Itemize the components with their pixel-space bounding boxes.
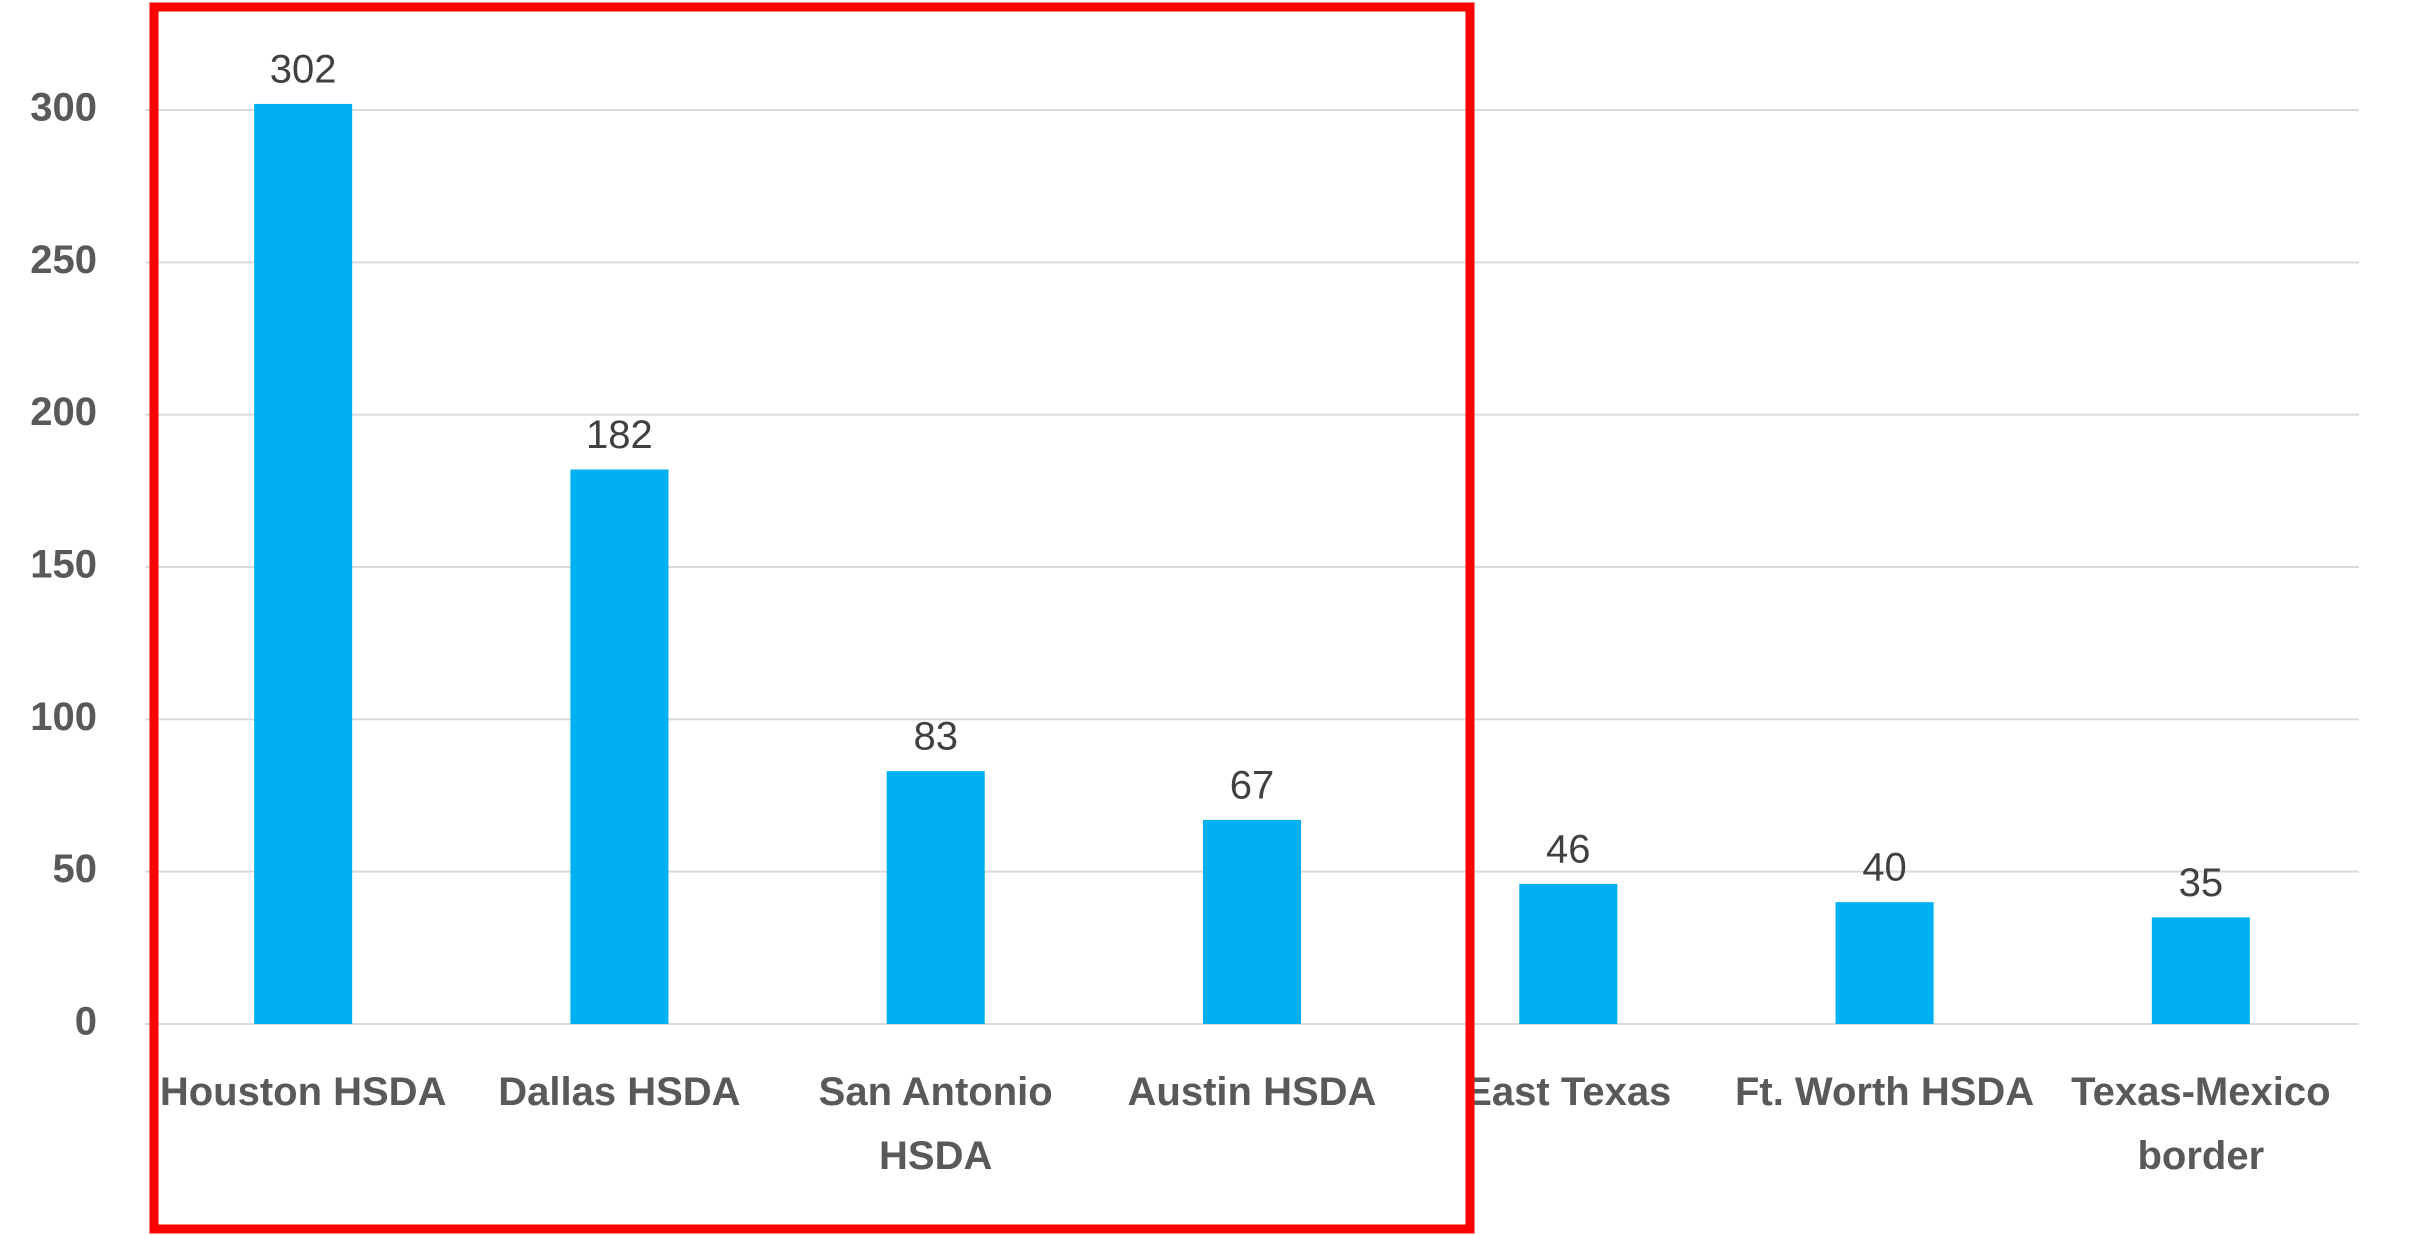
x-tick-label: Ft. Worth HSDA (1734, 1070, 2035, 1114)
y-tick-label: 250 (30, 238, 97, 282)
data-label: 182 (586, 413, 653, 457)
y-tick-label: 300 (30, 86, 97, 130)
x-tick-label: East Texas (1465, 1070, 1672, 1114)
bar (2151, 917, 2250, 1024)
x-tick-label: Texas-Mexico border (2071, 1070, 2331, 1178)
x-tick-label: San Antonio HSDA (818, 1070, 1053, 1178)
x-tick-label: Dallas HSDA (498, 1070, 741, 1114)
bar (1519, 883, 1618, 1024)
data-label: 46 (1546, 827, 1591, 871)
data-label: 40 (1862, 846, 1907, 890)
x-tick-label-box: East Texas (1465, 1070, 1672, 1114)
highlight-box (149, 2, 1475, 1234)
bar (1835, 902, 1934, 1024)
y-tick-label: 100 (30, 695, 97, 739)
bar (1202, 819, 1302, 1024)
data-label: 67 (1230, 763, 1275, 807)
y-tick-label: 200 (30, 390, 97, 434)
x-tick-label-box: San Antonio HSDA (818, 1070, 1053, 1178)
x-tick-label-box: Houston HSDA (159, 1070, 447, 1114)
x-tick-label-box: Dallas HSDA (498, 1070, 741, 1114)
grid: 0 50 100 150 200 250 300 (30, 86, 2359, 1044)
bar (570, 469, 669, 1024)
y-tick-label: 0 (75, 1000, 97, 1044)
bar (886, 771, 985, 1024)
data-label: 302 (270, 47, 337, 91)
x-tick-label-box: Austin HSDA (1127, 1070, 1377, 1114)
data-label: 83 (913, 715, 958, 759)
x-tick-label-box: Texas-Mexico border (2071, 1070, 2331, 1178)
bars: 302 Houston HSDA 182 Dallas HSDA 83 San Anton… (159, 47, 2331, 1178)
x-tick-label-box: Ft. Worth HSDA (1734, 1070, 2035, 1114)
data-label: 35 (2179, 861, 2224, 905)
bar (254, 103, 353, 1024)
y-tick-label: 50 (53, 847, 98, 891)
x-tick-label: Houston HSDA (159, 1070, 447, 1114)
x-tick-label: Austin HSDA (1127, 1070, 1377, 1114)
y-tick-label: 150 (30, 543, 97, 587)
